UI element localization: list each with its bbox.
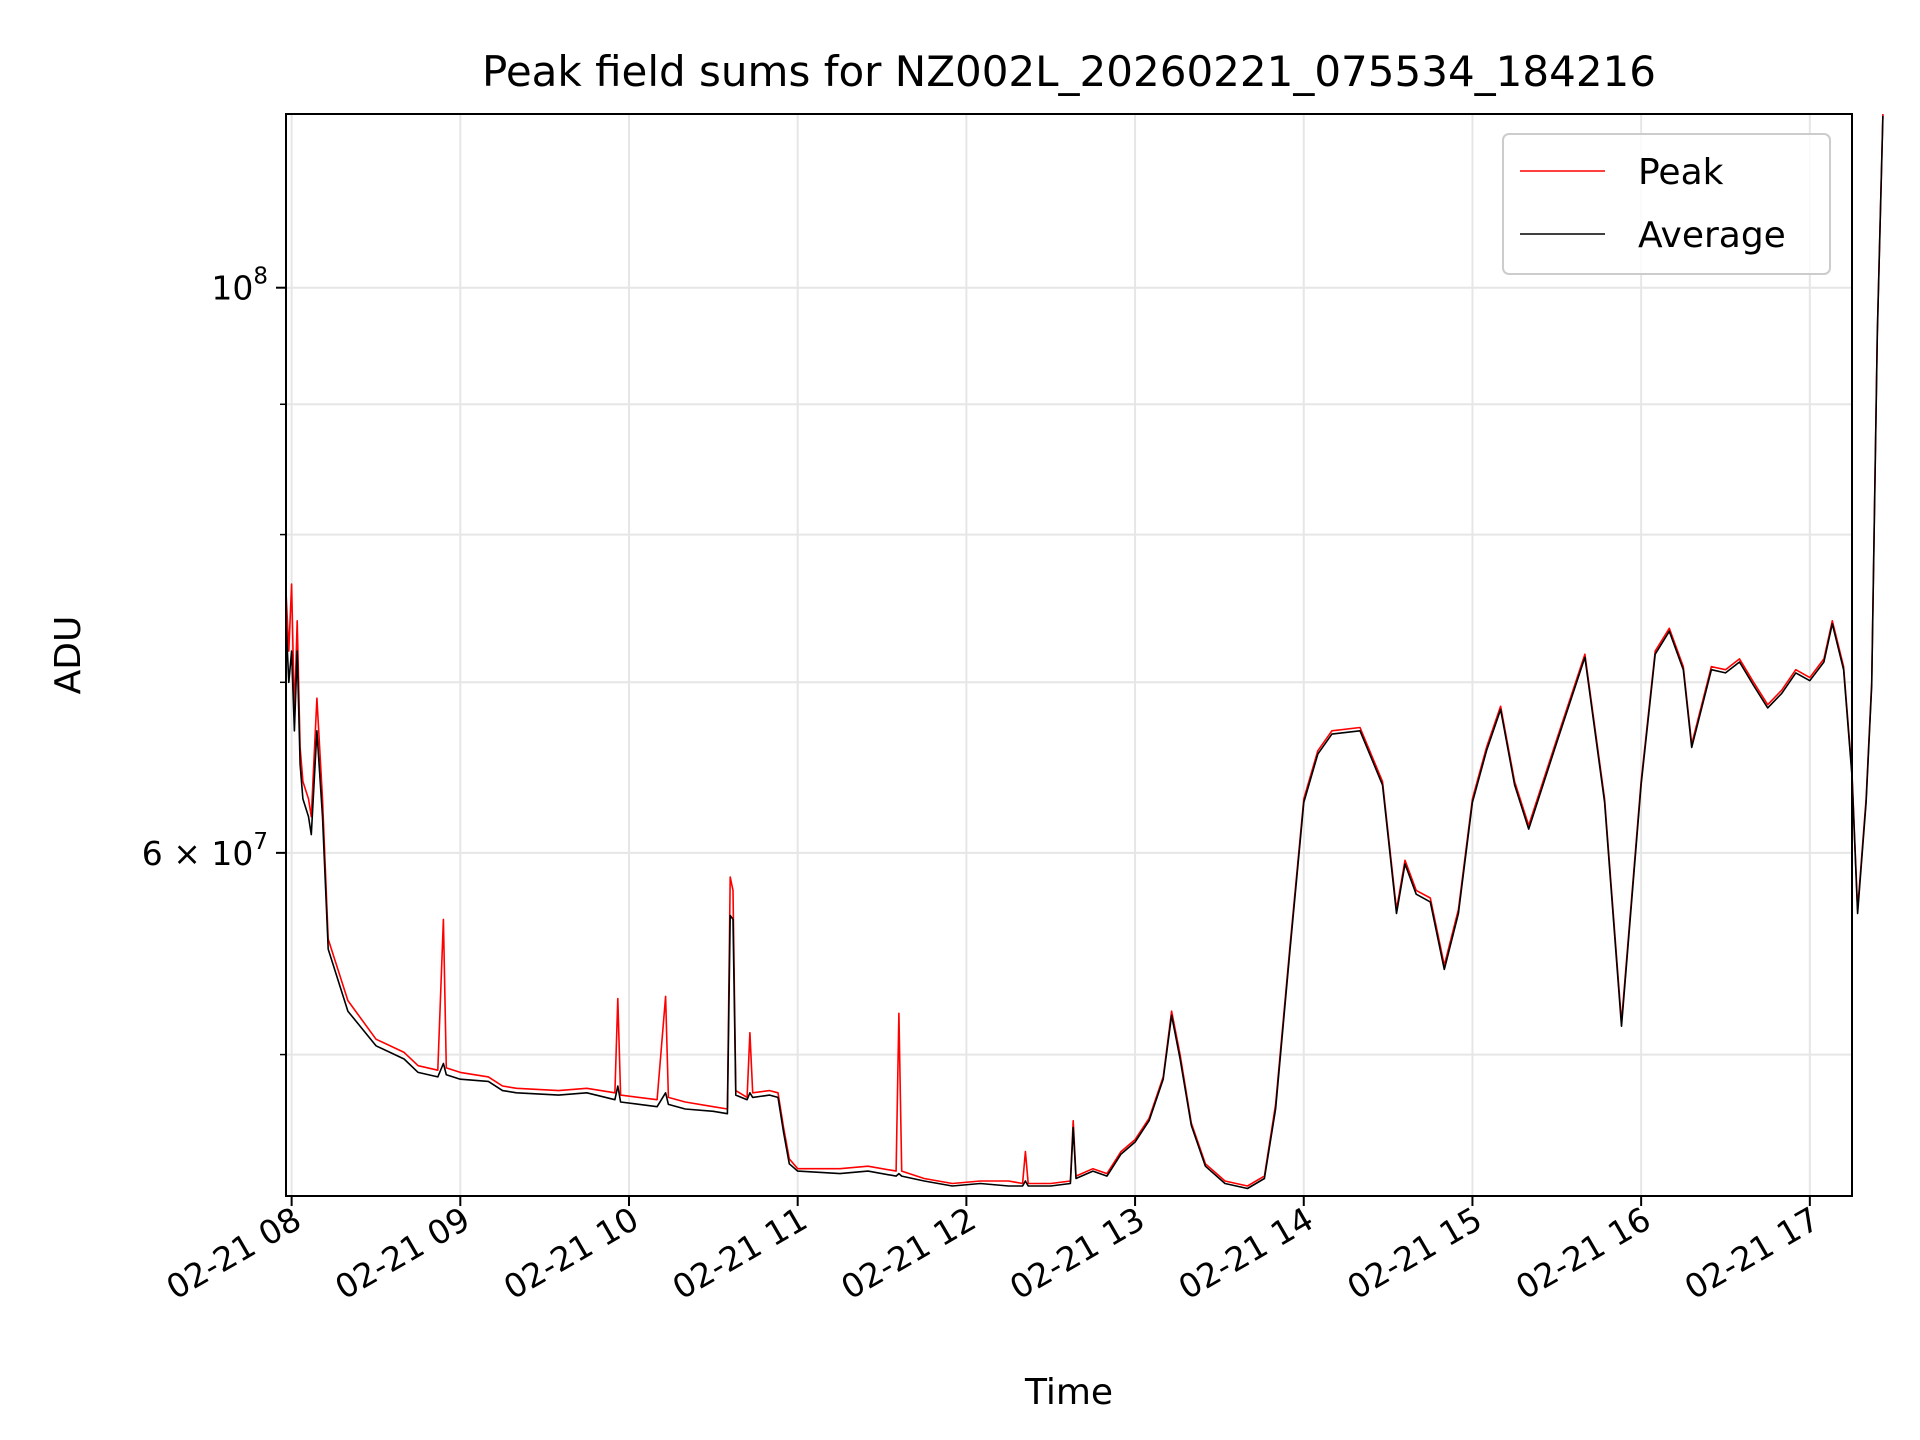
chart-title: Peak field sums for NZ002L_20260221_0755… xyxy=(482,47,1656,96)
legend-label-peak: Peak xyxy=(1638,152,1724,193)
plot-frame xyxy=(285,113,1853,1197)
series-lines xyxy=(285,113,1884,1190)
legend: Peak Average xyxy=(1502,133,1831,275)
series-line-average xyxy=(285,115,1884,1190)
y-tick-label: 6 × 107 xyxy=(142,829,268,873)
grid-lines xyxy=(286,114,1852,1196)
x-axis-label: Time xyxy=(1024,1372,1113,1413)
y-tick-label: 108 xyxy=(211,264,268,308)
y-axis-label: ADU xyxy=(48,616,89,695)
legend-box xyxy=(1502,133,1831,275)
legend-label-average: Average xyxy=(1638,215,1786,256)
